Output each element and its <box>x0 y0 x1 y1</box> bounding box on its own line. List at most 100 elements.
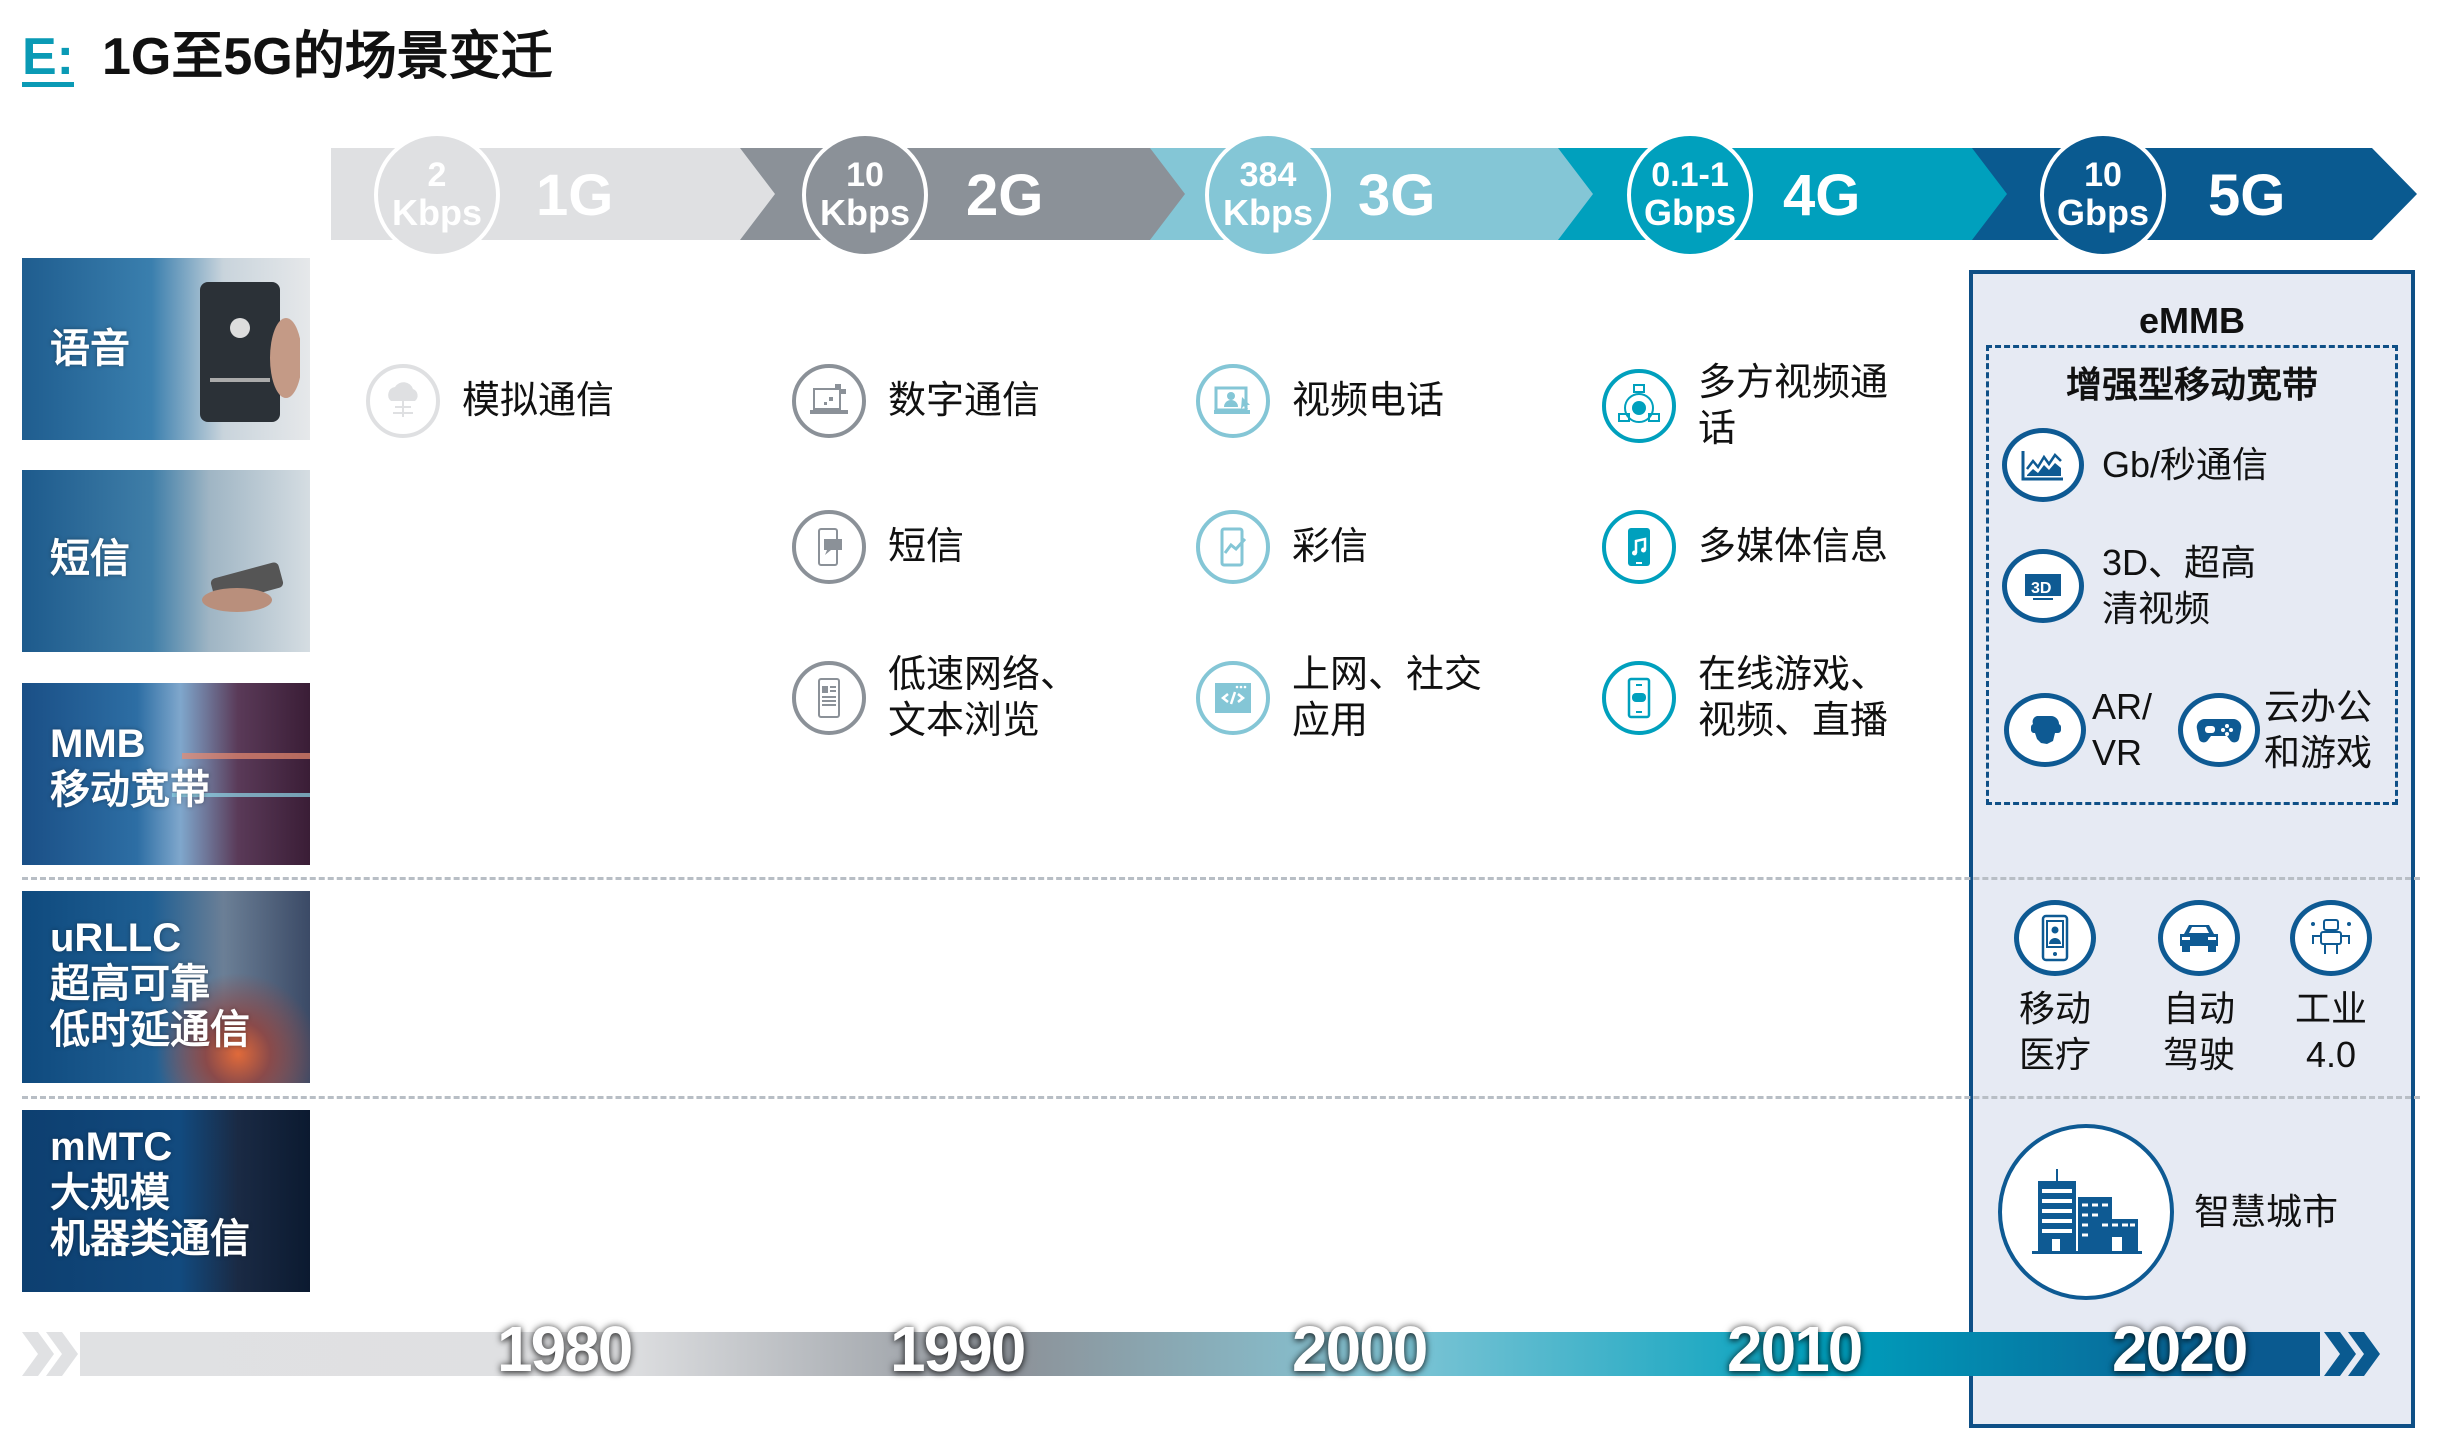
speed-unit: Kbps <box>1223 191 1313 233</box>
gamepad-icon <box>2178 693 2260 767</box>
chart-wave-icon <box>2002 428 2084 502</box>
mmtc-smart-city: 智慧城市 <box>1998 1124 2338 1300</box>
scenario-label: 模拟通信 <box>462 380 615 422</box>
mobile-doctor-icon <box>2014 900 2096 976</box>
scenario-label: 低速网络、 文本浏览 <box>888 654 1079 742</box>
scenario-online-gaming-video: 在线游戏、 视频、直播 <box>1602 652 1888 744</box>
phone-photo-icon <box>200 282 300 422</box>
emmb-label: Gb/秒通信 <box>2102 444 2269 485</box>
scenario-label: 多媒体信息 <box>1698 526 1889 568</box>
page-title: E: 1G至5G的场景变迁 <box>22 14 553 89</box>
row-tile-voice: 语音 <box>22 258 310 440</box>
speed-unit: Gbps <box>2056 191 2149 233</box>
scenario-multimedia-message: 多媒体信息 <box>1602 510 1888 584</box>
scenario-label: 彩信 <box>1292 526 1369 568</box>
emmb-cloud-office-gaming: 云办公 和游戏 <box>2178 684 2372 776</box>
speed-badge-4g: 0.1-1 Gbps <box>1627 132 1753 258</box>
gen-label-3g: 3G <box>1358 163 1436 228</box>
urllc-mobile-healthcare: 移动 医疗 <box>2014 900 2096 1078</box>
scenario-mms: 彩信 <box>1196 510 1368 584</box>
scenario-sms: 短信 <box>792 510 964 584</box>
title-text: 1G至5G的场景变迁 <box>102 28 553 86</box>
speed-badge-5g: 10 Gbps <box>2040 132 2166 258</box>
urllc-label: 移动 医疗 <box>2018 988 2091 1075</box>
title-prefix: E: <box>22 28 74 86</box>
scenario-internet-social: 上网、社交 应用 <box>1196 652 1482 744</box>
timeline-year-2000: 2000 <box>1292 1313 1428 1385</box>
speed-badge-2g: 10 Kbps <box>802 132 928 258</box>
phone-gamepad-icon <box>1602 661 1676 735</box>
gen-label-1g: 1G <box>536 163 614 228</box>
timeline-year-1980: 1980 <box>497 1313 633 1385</box>
phone-music-icon <box>1602 510 1676 584</box>
row-label-mmtc: mMTC 大规模 机器类通信 <box>50 1125 250 1261</box>
scenario-label: 短信 <box>888 526 965 568</box>
speed-value: 10 <box>2084 156 2122 195</box>
speed-value: 2 <box>427 156 447 195</box>
emmb-subtitle: 增强型移动宽带 <box>2065 364 2318 405</box>
timeline-year-1990: 1990 <box>890 1313 1026 1385</box>
urllc-industry-4: 工业 4.0 <box>2290 900 2372 1078</box>
cloud-network-icon <box>366 364 440 438</box>
phone-image-icon <box>1196 510 1270 584</box>
urllc-autonomous-driving: 自动 驾驶 <box>2158 900 2240 1078</box>
scenario-analog-communication: 模拟通信 <box>366 364 614 438</box>
svg-text:3D: 3D <box>2031 580 2051 597</box>
vr-headset-icon <box>2004 693 2086 767</box>
emmb-3d-uhd-video: 3D 3D、超高 清视频 <box>2002 540 2256 632</box>
globe-network-icon <box>1602 369 1676 443</box>
phone-message-icon <box>792 510 866 584</box>
row-tile-urllc: uRLLC 超高可靠 低时延通信 <box>22 891 310 1083</box>
mmtc-label: 智慧城市 <box>2194 1191 2339 1232</box>
browser-code-icon <box>1196 661 1270 735</box>
light-streak <box>172 793 310 797</box>
speed-value: 10 <box>846 156 884 195</box>
video-call-icon <box>1196 364 1270 438</box>
emmb-label: AR/ VR <box>2092 686 2153 773</box>
gen-label-5g: 5G <box>2208 163 2286 228</box>
scenario-multiparty-video: 多方视频通 话 <box>1602 360 1888 452</box>
row-label-mmb: MMB 移动宽带 <box>50 722 210 812</box>
timeline-year-2010: 2010 <box>1727 1313 1863 1385</box>
gen-label-2g: 2G <box>966 163 1044 228</box>
scenario-low-speed-browsing: 低速网络、 文本浏览 <box>792 652 1078 744</box>
scenario-label: 多方视频通 话 <box>1698 362 1889 450</box>
speed-value: 0.1-1 <box>1651 156 1729 195</box>
scenario-label: 视频电话 <box>1292 380 1445 422</box>
phone-document-icon <box>792 661 866 735</box>
speed-value: 384 <box>1239 156 1297 195</box>
emmb-gbps-communication: Gb/秒通信 <box>2002 428 2268 502</box>
emmb-dashed-group <box>1986 345 2398 805</box>
3d-screen-icon: 3D <box>2002 549 2084 623</box>
emmb-label: 云办公 和游戏 <box>2264 686 2373 773</box>
row-label-sms: 短信 <box>50 537 130 581</box>
city-buildings-icon <box>1998 1124 2174 1300</box>
speed-unit: Gbps <box>1643 191 1736 233</box>
urllc-label: 工业 4.0 <box>2294 988 2367 1075</box>
scenario-video-call: 视频电话 <box>1196 364 1444 438</box>
timeline-year-2020: 2020 <box>2112 1313 2248 1385</box>
timeline-bar <box>22 1332 2380 1376</box>
urllc-label: 自动 驾驶 <box>2162 988 2235 1075</box>
light-streak <box>182 753 310 759</box>
row-label-voice: 语音 <box>50 327 130 371</box>
gen-label-4g: 4G <box>1783 163 1861 228</box>
robot-icon <box>2290 900 2372 976</box>
emmb-title: eMMB <box>2139 300 2245 341</box>
car-icon <box>2158 900 2240 976</box>
speed-unit: Kbps <box>392 191 482 233</box>
emmb-ar-vr: AR/ VR <box>2004 684 2152 776</box>
row-tile-sms: 短信 <box>22 470 310 652</box>
hand-phone-photo-icon <box>202 562 284 612</box>
speed-badge-1g: 2 Kbps <box>374 132 500 258</box>
row-tile-mmb: MMB 移动宽带 <box>22 683 310 865</box>
speed-badge-3g: 384 Kbps <box>1205 132 1331 258</box>
row-label-urllc: uRLLC 超高可靠 低时延通信 <box>50 916 250 1052</box>
row-tile-mmtc: mMTC 大规模 机器类通信 <box>22 1110 310 1292</box>
speed-unit: Kbps <box>820 191 910 233</box>
row-divider-urllc <box>22 877 2420 880</box>
scenario-digital-communication: 数字通信 <box>792 364 1040 438</box>
emmb-label: 3D、超高 清视频 <box>2102 542 2257 629</box>
scenario-label: 上网、社交 应用 <box>1292 654 1483 742</box>
scenario-label: 数字通信 <box>888 380 1041 422</box>
